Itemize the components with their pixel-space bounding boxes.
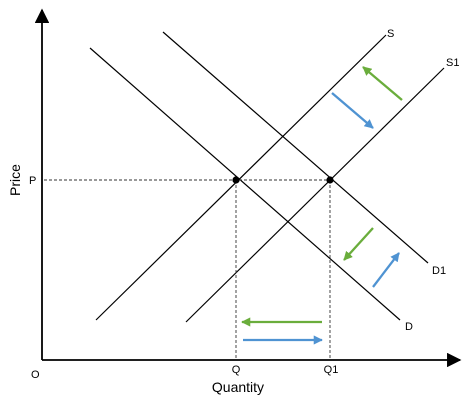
supply-curve-s: [95, 34, 387, 321]
demand-curve-d1: [162, 31, 429, 264]
supply-curve-s1: [185, 67, 445, 323]
origin-label: O: [31, 369, 40, 381]
curve-label-s: S: [387, 28, 394, 40]
x-axis-title: Quantity: [212, 379, 264, 395]
tick-label-q1: Q1: [324, 364, 339, 376]
equilibrium-point-original: [232, 176, 240, 184]
green-arrow-top: [362, 66, 403, 101]
blue-arrow-right: [372, 252, 400, 288]
blue-arrow-top: [331, 92, 374, 129]
green-arrow-right: [343, 227, 374, 261]
curve-label-d: D: [405, 321, 413, 333]
tick-label-q: Q: [232, 364, 241, 376]
equilibrium-point-new: [326, 176, 334, 184]
y-axis-title: Price: [7, 164, 23, 196]
curve-label-d1: D1: [432, 265, 446, 277]
demand-curve-d: [89, 47, 401, 321]
curve-label-s1: S1: [446, 57, 459, 69]
tick-label-p: P: [29, 175, 36, 187]
